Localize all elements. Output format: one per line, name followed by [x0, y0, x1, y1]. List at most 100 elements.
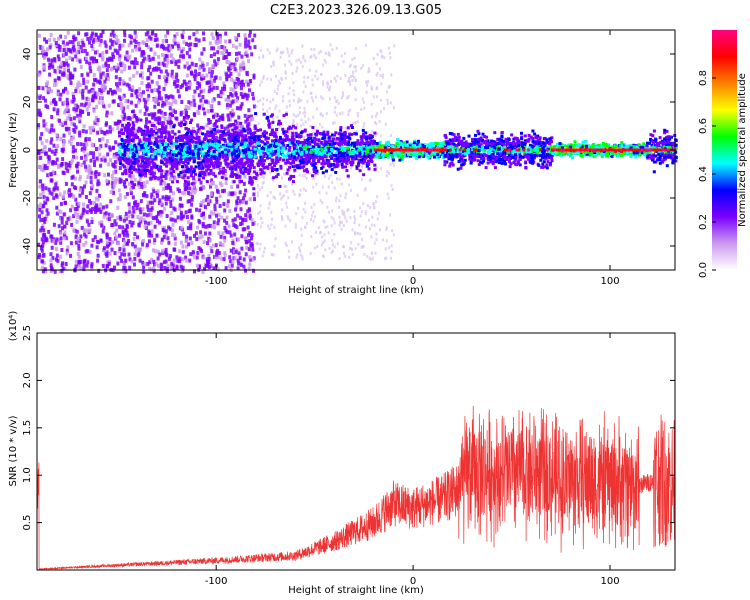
heatmap-cell: [329, 173, 332, 177]
heatmap-cell: [62, 48, 66, 52]
heatmap-cell: [224, 39, 228, 44]
heatmap-cell: [209, 182, 213, 187]
heatmap-cell: [329, 80, 332, 83]
heatmap-cell: [79, 45, 83, 49]
heatmap-cell: [197, 38, 201, 43]
heatmap-cell: [245, 53, 249, 58]
heatmap-cell: [310, 205, 313, 209]
heatmap-cell: [99, 72, 103, 77]
heatmap-cell: [390, 244, 393, 248]
heatmap-cell: [38, 70, 42, 75]
heatmap-cell: [52, 97, 56, 102]
heatmap-cell: [71, 57, 74, 62]
heatmap-cell: [374, 200, 377, 204]
heatmap-cell: [248, 118, 252, 122]
heatmap-cell: [169, 94, 173, 99]
heatmap-cell: [145, 117, 148, 122]
heatmap-cell: [570, 156, 574, 160]
heatmap-cell: [201, 269, 205, 274]
heatmap-cell: [320, 95, 323, 99]
heatmap-cell: [209, 246, 213, 250]
heatmap-cell: [288, 86, 291, 90]
heatmap-cell: [42, 49, 46, 54]
heatmap-cell: [127, 214, 131, 219]
heatmap-cell: [285, 190, 288, 193]
heatmap-cell: [118, 224, 122, 229]
heatmap-cell: [215, 196, 219, 201]
heatmap-cell: [99, 127, 103, 132]
heatmap-cell: [41, 190, 45, 195]
heatmap-cell: [187, 100, 191, 105]
heatmap-cell: [44, 98, 47, 103]
heatmap-cell: [68, 40, 72, 45]
heatmap-cell: [217, 212, 221, 217]
heatmap-cell: [151, 149, 155, 154]
heatmap-cell: [118, 193, 122, 198]
heatmap-cell: [81, 187, 85, 192]
heatmap-cell: [302, 122, 305, 126]
heatmap-cell: [181, 250, 185, 255]
heatmap-cell: [361, 157, 365, 161]
heatmap-cell: [105, 235, 109, 240]
heatmap-cell: [383, 56, 386, 60]
heatmap-cell: [240, 221, 244, 226]
heatmap-cell: [39, 202, 43, 207]
heatmap-cell: [38, 207, 42, 212]
heatmap-cell: [103, 173, 107, 178]
heatmap-cell: [131, 195, 135, 200]
heatmap-cell: [385, 227, 388, 231]
heatmap-cell: [155, 80, 159, 85]
heatmap-cell: [52, 143, 56, 148]
heatmap-cell: [190, 170, 194, 175]
heatmap-cell: [115, 155, 119, 160]
heatmap-cell: [211, 161, 215, 166]
heatmap-cell: [207, 223, 211, 228]
heatmap-cell: [349, 108, 352, 112]
heatmap-cell: [140, 61, 144, 66]
heatmap-cell: [194, 73, 198, 78]
heatmap-cell: [239, 104, 243, 109]
heatmap-cell: [259, 83, 261, 87]
heatmap-cell: [375, 86, 378, 90]
heatmap-cell: [141, 75, 145, 80]
heatmap-cell: [102, 205, 105, 210]
heatmap-cell: [120, 142, 123, 146]
heatmap-cell: [64, 86, 67, 91]
heatmap-cell: [105, 233, 109, 238]
heatmap-cell: [379, 110, 382, 114]
heatmap-cell: [155, 233, 159, 238]
heatmap-cell: [149, 220, 153, 225]
heatmap-cell: [248, 231, 252, 236]
heatmap-cell: [37, 112, 41, 117]
heatmap-cell: [138, 207, 142, 212]
heatmap-cell: [138, 247, 141, 252]
heatmap-cell: [134, 47, 138, 52]
heatmap-cell: [393, 44, 396, 48]
heatmap-cell: [206, 263, 210, 268]
heatmap-cell: [372, 95, 375, 99]
heatmap-cell: [88, 61, 92, 66]
heatmap-cell: [354, 69, 357, 73]
heatmap-cell: [51, 64, 54, 69]
heatmap-cell: [127, 65, 131, 70]
heatmap-cell: [252, 170, 256, 174]
heatmap-cell: [198, 235, 202, 240]
heatmap-cell: [76, 212, 80, 217]
heatmap-cell: [192, 255, 196, 260]
heatmap-cell: [325, 191, 328, 195]
heatmap-cell: [131, 158, 135, 163]
heatmap-cell: [214, 255, 218, 260]
heatmap-cell: [210, 81, 214, 85]
heatmap-cell: [243, 33, 247, 38]
heatmap-cell: [387, 46, 390, 50]
heatmap-cell: [188, 199, 192, 203]
heatmap-cell: [272, 117, 275, 121]
heatmap-cell: [185, 110, 188, 115]
heatmap-cell: [451, 153, 455, 157]
heatmap-cell: [339, 220, 341, 224]
heatmap-cell: [190, 202, 194, 207]
heatmap-cell: [396, 138, 400, 142]
heatmap-cell: [200, 213, 204, 218]
heatmap-cell: [111, 127, 115, 132]
heatmap-cell: [229, 71, 233, 76]
